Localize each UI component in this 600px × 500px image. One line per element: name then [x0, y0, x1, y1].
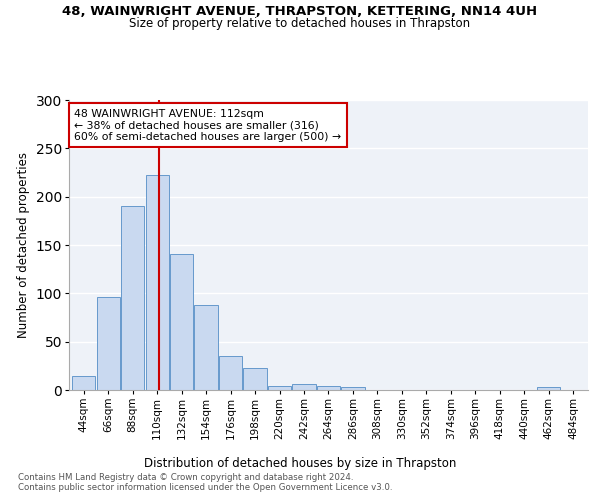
Bar — [537, 387, 560, 390]
Bar — [121, 206, 144, 390]
Y-axis label: Number of detached properties: Number of detached properties — [17, 152, 30, 338]
Text: Distribution of detached houses by size in Thrapston: Distribution of detached houses by size … — [144, 458, 456, 470]
Bar — [194, 305, 218, 390]
Bar — [341, 387, 365, 390]
Bar — [72, 376, 95, 390]
Bar — [219, 356, 242, 390]
Text: 48, WAINWRIGHT AVENUE, THRAPSTON, KETTERING, NN14 4UH: 48, WAINWRIGHT AVENUE, THRAPSTON, KETTER… — [62, 5, 538, 18]
Text: Size of property relative to detached houses in Thrapston: Size of property relative to detached ho… — [130, 18, 470, 30]
Bar — [292, 384, 316, 390]
Text: Contains HM Land Registry data © Crown copyright and database right 2024.
Contai: Contains HM Land Registry data © Crown c… — [18, 472, 392, 492]
Bar — [97, 297, 120, 390]
Text: 48 WAINWRIGHT AVENUE: 112sqm
← 38% of detached houses are smaller (316)
60% of s: 48 WAINWRIGHT AVENUE: 112sqm ← 38% of de… — [74, 108, 341, 142]
Bar — [170, 254, 193, 390]
Bar — [268, 386, 291, 390]
Bar — [244, 368, 266, 390]
Bar — [317, 386, 340, 390]
Bar — [146, 176, 169, 390]
